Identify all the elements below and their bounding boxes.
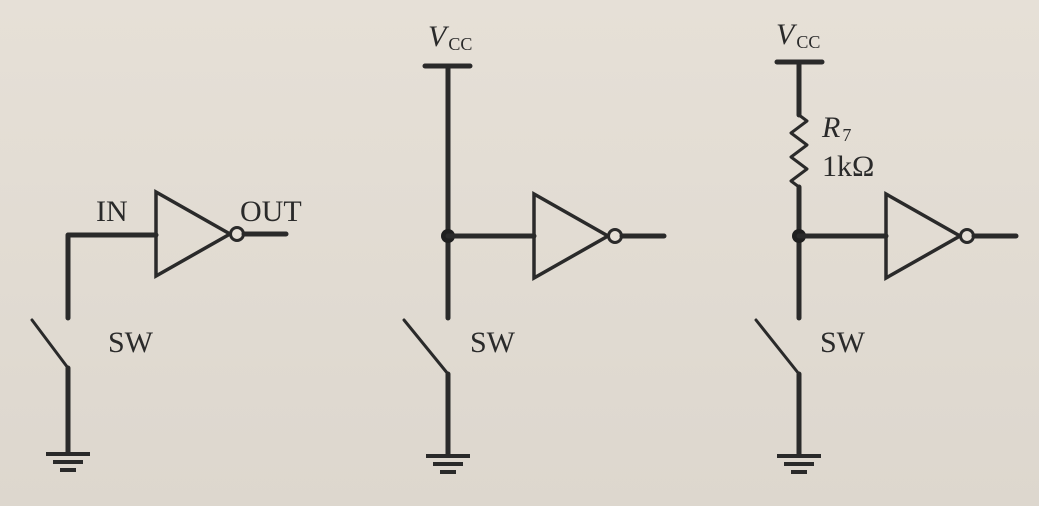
circuit-3-inverter [884, 190, 964, 282]
circuit-3-resistor-value: 1kΩ [822, 150, 874, 183]
circuit-1-in-label: IN [96, 195, 128, 228]
circuit-1-ground-icon [46, 452, 90, 472]
circuit-2-ground-icon [426, 454, 470, 474]
circuit-2-switch-blade [402, 318, 450, 376]
circuit-3-switch-blade [754, 318, 801, 376]
circuit-1-switch-label: SW [108, 326, 154, 359]
circuit-1-input-wire [65, 232, 159, 321]
circuit-1-inverter [154, 188, 234, 280]
circuit-2-vcc-label: V CC [428, 20, 472, 54]
circuit-1-switch-blade [30, 318, 70, 370]
circuit-2: V CC SW [402, 20, 667, 474]
circuit-3-resistor-icon [789, 113, 809, 189]
circuit-3-vcc-label: V CC [776, 18, 820, 52]
circuit-2-switch-label: SW [470, 326, 516, 359]
circuit-3-switch-label: SW [820, 326, 866, 359]
circuit-1: IN OUT SW [30, 188, 302, 472]
circuit-2-inverter [532, 190, 612, 282]
circuit-1-out-label: OUT [240, 195, 302, 228]
circuit-3-ground-icon [777, 454, 821, 474]
